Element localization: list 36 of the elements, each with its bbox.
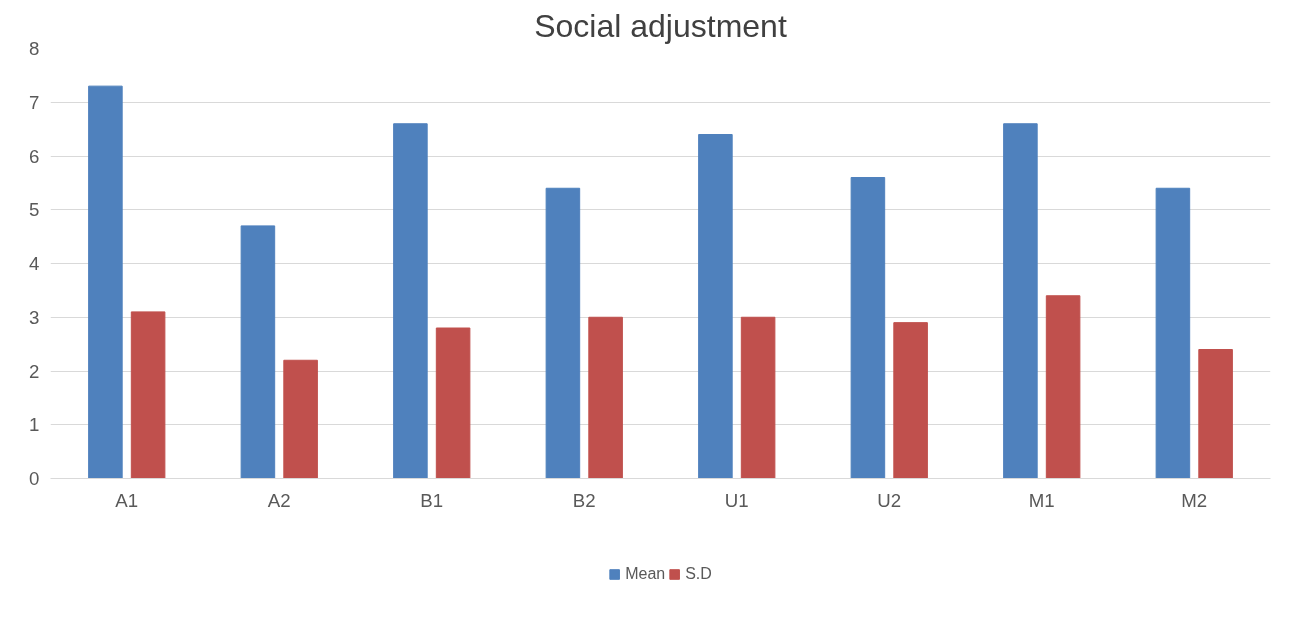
bar (240, 225, 276, 479)
bar (588, 316, 623, 479)
bar (850, 177, 886, 479)
bar (1045, 295, 1081, 479)
x-tick-label: A1 (115, 489, 139, 511)
bar (740, 316, 776, 479)
x-tick-label: A2 (267, 489, 291, 511)
bar (1198, 349, 1233, 479)
y-tick-label: 3 (29, 306, 40, 328)
bar (893, 322, 928, 479)
legend-label: S.D (685, 564, 712, 583)
y-tick-label: 1 (29, 414, 40, 436)
bar (88, 85, 123, 479)
bar (1155, 187, 1191, 479)
chart-title: Social adjustment (534, 7, 787, 44)
x-tick-label: B1 (420, 489, 444, 511)
x-tick-label: U2 (877, 489, 902, 511)
x-tick-label: B2 (572, 489, 596, 511)
bar (130, 311, 166, 479)
x-tick-label: U1 (724, 489, 749, 511)
bar (545, 187, 581, 479)
legend-label: Mean (625, 564, 666, 583)
x-tick-label: M2 (1181, 489, 1208, 511)
y-tick-label: 7 (29, 91, 40, 113)
y-tick-label: 8 (29, 38, 40, 59)
y-tick-label: 4 (29, 253, 40, 274)
bar (1003, 123, 1038, 479)
y-tick-label: 2 (29, 360, 40, 382)
x-tick-label: M1 (1028, 489, 1055, 511)
y-tick-label: 6 (29, 145, 40, 167)
y-tick-label: 5 (29, 199, 40, 221)
bar (283, 359, 318, 479)
y-tick-label: 0 (29, 468, 40, 489)
bar (698, 134, 733, 479)
bar (393, 123, 428, 479)
bar (435, 327, 471, 479)
